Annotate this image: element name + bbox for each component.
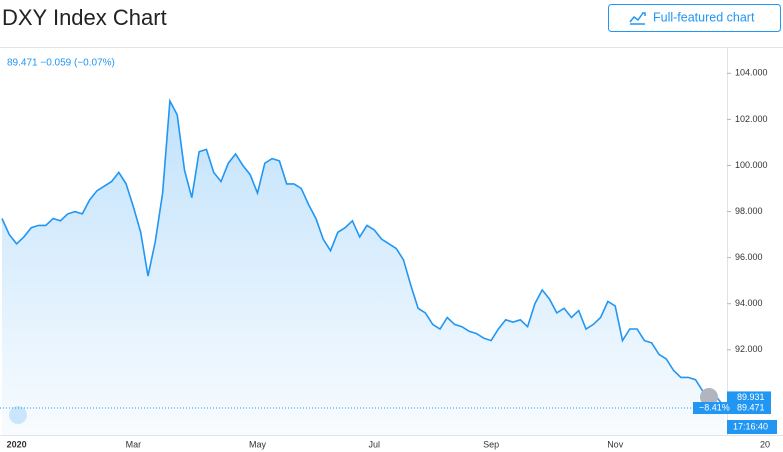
y-tick-label: 98.000: [735, 206, 763, 216]
y-tick-label: 94.000: [735, 298, 763, 308]
y-tick-label: 104.000: [735, 68, 768, 78]
time-label: 17:16:40: [733, 421, 768, 431]
line: [1, 98, 726, 408]
button-label: Full-featured chart: [653, 10, 755, 24]
change-label: −8.41%: [699, 402, 730, 412]
y-tick-label: 92.000: [735, 344, 763, 354]
x-tick-label: Mar: [126, 439, 142, 449]
x-tick-label: Nov: [607, 439, 624, 449]
change-box: [693, 402, 727, 415]
button-icon: [629, 12, 646, 25]
price-info: 89.471 −0.059 (−0.07%): [7, 58, 115, 69]
watermark: [9, 406, 27, 424]
full-chart-button[interactable]: [608, 4, 781, 32]
title: DXY Index Chart: [2, 5, 167, 30]
x-tick-label: Jul: [369, 439, 381, 449]
price-label-box: [727, 391, 771, 404]
price-label: 89.471: [737, 402, 765, 412]
area: [2, 101, 725, 435]
scroll-button: [700, 388, 718, 406]
x-tick-label: 2020: [7, 439, 27, 449]
y-tick-label: 100.000: [735, 160, 768, 170]
price-label: 89.931: [737, 392, 765, 402]
price-label-box: [727, 402, 771, 415]
time-box: [727, 420, 777, 434]
x-tick-label: Sep: [483, 439, 499, 449]
y-tick-label: 96.000: [735, 252, 763, 262]
x-tick-label: 20: [760, 439, 770, 449]
y-tick-label: 102.000: [735, 114, 768, 124]
x-tick-label: May: [249, 439, 267, 449]
